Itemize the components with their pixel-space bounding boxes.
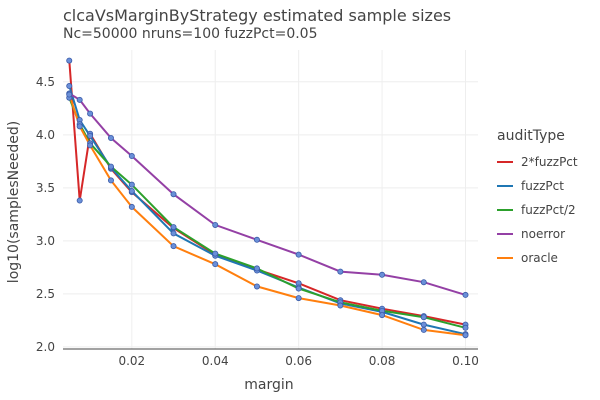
data-point-oracle bbox=[462, 332, 469, 339]
data-point-fuzzpct-2 bbox=[128, 181, 135, 188]
data-point-oracle bbox=[128, 203, 135, 210]
data-point-noerror bbox=[420, 279, 427, 286]
series-line-fuzzpct bbox=[68, 85, 466, 336]
data-point-noerror bbox=[107, 135, 114, 142]
y-axis-title: log10(samplesNeeded) bbox=[6, 121, 22, 283]
data-point-fuzzpct bbox=[66, 83, 73, 90]
x-tick-labels: 0.02 0.04 0.06 0.08 0.10 bbox=[118, 354, 478, 368]
y-tick-label: 4.0 bbox=[36, 128, 55, 142]
data-point-noerror bbox=[379, 271, 386, 278]
data-point-fuzzpct-2 bbox=[170, 224, 177, 231]
data-point-oracle bbox=[76, 123, 83, 130]
data-point-oracle bbox=[170, 243, 177, 250]
y-tick-label: 2.5 bbox=[36, 287, 55, 301]
data-point-fuzzpct bbox=[87, 132, 94, 139]
data-point-oracle bbox=[66, 91, 73, 98]
data-point-noerror bbox=[170, 191, 177, 198]
data-point-oracle bbox=[420, 326, 427, 333]
data-point-fuzzpct-2 bbox=[253, 265, 260, 272]
data-point-fuzzpct-2 bbox=[212, 250, 219, 257]
y-tick-label: 4.5 bbox=[36, 75, 55, 89]
data-point-noerror bbox=[253, 236, 260, 243]
data-point-fuzzpct-2 bbox=[295, 285, 302, 292]
data-point-2-fuzzpct bbox=[66, 57, 73, 64]
series-line-fuzzpct-2 bbox=[68, 97, 466, 329]
series-line-noerror bbox=[68, 92, 466, 296]
data-point-oracle bbox=[87, 142, 94, 149]
x-axis-title: margin bbox=[244, 377, 293, 393]
legend-title: auditType bbox=[497, 128, 565, 144]
y-tick-label: 3.0 bbox=[36, 234, 55, 248]
data-point-oracle bbox=[337, 302, 344, 309]
data-point-oracle bbox=[295, 295, 302, 302]
data-point-oracle bbox=[107, 177, 114, 184]
data-point-fuzzpct-2 bbox=[462, 324, 469, 331]
data-point-noerror bbox=[87, 110, 94, 117]
data-point-noerror bbox=[128, 153, 135, 160]
chart-title: clcaVsMarginByStrategy estimated sample … bbox=[63, 6, 451, 25]
data-point-oracle bbox=[212, 261, 219, 268]
y-tick-label: 3.5 bbox=[36, 181, 55, 195]
data-point-fuzzpct-2 bbox=[107, 163, 114, 170]
data-point-noerror bbox=[212, 221, 219, 228]
data-point-oracle bbox=[379, 312, 386, 319]
series-line-oracle bbox=[68, 94, 466, 337]
legend-items: 2*fuzzPct fuzzPct fuzzPct/2 noerror oracle bbox=[497, 155, 578, 265]
legend-label-oracle: oracle bbox=[521, 251, 558, 265]
y-tick-label: 2.0 bbox=[36, 340, 55, 354]
grid bbox=[63, 50, 478, 349]
data-point-fuzzpct bbox=[170, 230, 177, 237]
series-markers bbox=[66, 57, 469, 339]
data-point-noerror bbox=[337, 268, 344, 275]
y-tick-labels: 2.0 2.5 3.0 3.5 4.0 4.5 bbox=[36, 75, 55, 354]
legend: auditType 2*fuzzPct fuzzPct fuzzPct/2 noerr… bbox=[497, 128, 578, 265]
data-point-fuzzpct bbox=[420, 321, 427, 328]
legend-label-fuzzpct: fuzzPct bbox=[521, 179, 564, 193]
x-tick-label: 0.10 bbox=[452, 354, 479, 368]
x-tick-label: 0.04 bbox=[202, 354, 229, 368]
data-point-fuzzpct bbox=[128, 188, 135, 195]
x-tick-label: 0.08 bbox=[369, 354, 396, 368]
chart-subtitle: Nc=50000 nruns=100 fuzzPct=0.05 bbox=[63, 26, 318, 42]
data-point-noerror bbox=[295, 251, 302, 258]
data-point-fuzzpct-2 bbox=[420, 314, 427, 321]
series-line-2-fuzzpct bbox=[68, 60, 466, 326]
legend-label-2-fuzzpct: 2*fuzzPct bbox=[521, 155, 578, 169]
data-point-noerror bbox=[76, 96, 83, 103]
legend-label-fuzzpct-2: fuzzPct/2 bbox=[521, 203, 576, 217]
data-point-noerror bbox=[462, 291, 469, 298]
data-point-oracle bbox=[253, 283, 260, 290]
x-tick-label: 0.02 bbox=[118, 354, 145, 368]
data-point-2-fuzzpct bbox=[76, 197, 83, 204]
legend-label-noerror: noerror bbox=[521, 227, 565, 241]
x-tick-label: 0.06 bbox=[285, 354, 312, 368]
